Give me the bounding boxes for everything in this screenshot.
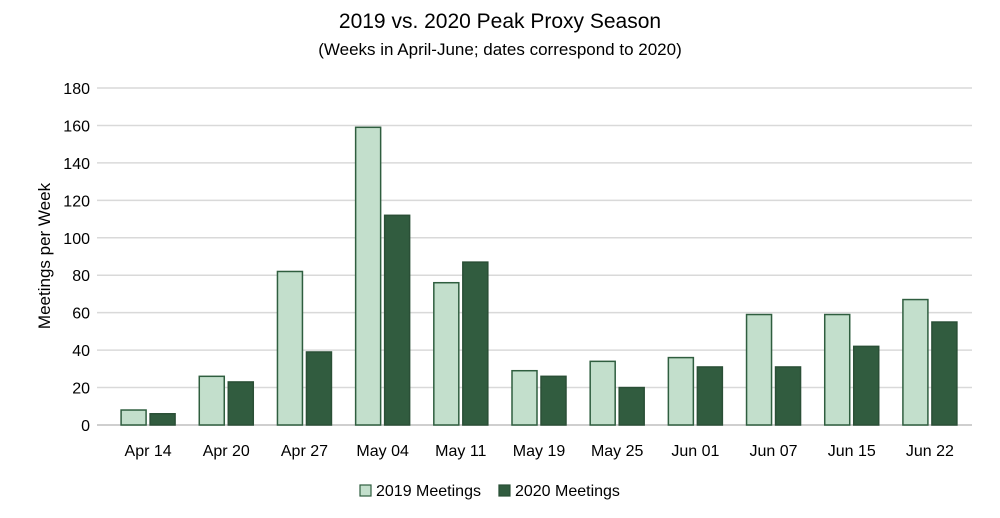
bar-2020-meetings — [540, 375, 567, 426]
y-tick-label: 180 — [63, 81, 90, 98]
y-tick-label: 120 — [63, 193, 90, 210]
x-tick-label: May 11 — [435, 443, 486, 460]
bar-2020-meetings — [931, 321, 958, 426]
bar-2020-meetings — [227, 381, 255, 426]
x-tick-label: May 04 — [356, 443, 409, 460]
bar-2020-meetings — [852, 345, 880, 426]
y-tick-label: 140 — [63, 156, 90, 173]
y-tick-label: 160 — [63, 118, 90, 135]
bar-2020-meetings — [618, 386, 645, 426]
bar-2020-meetings — [305, 351, 333, 426]
bar-2019-meetings — [745, 313, 773, 426]
legend-swatch — [359, 484, 372, 497]
x-tick-label: Jun 01 — [671, 443, 719, 460]
x-tick-label: Apr 20 — [203, 443, 250, 460]
bar-2019-meetings — [276, 270, 304, 426]
y-tick-label: 100 — [63, 231, 90, 248]
bar-2020-meetings — [149, 413, 176, 426]
bar-2019-meetings — [589, 360, 616, 426]
bar-2019-meetings — [354, 126, 382, 426]
y-axis-label: Meetings per Week — [35, 182, 54, 329]
x-tick-label: Apr 27 — [281, 443, 328, 460]
bar-2019-meetings — [120, 409, 147, 426]
bar-2019-meetings — [667, 356, 695, 426]
bar-2019-meetings — [823, 313, 851, 426]
x-tick-label: Jun 22 — [906, 443, 954, 460]
y-tick-label: 80 — [72, 268, 90, 285]
chart-title: 2019 vs. 2020 Peak Proxy Season — [339, 10, 661, 33]
x-tick-label: May 19 — [513, 443, 566, 460]
bar-2019-meetings — [433, 281, 460, 426]
y-tick-label: 0 — [81, 418, 90, 435]
bar-2020-meetings — [774, 366, 802, 426]
legend-swatch — [498, 484, 511, 497]
x-tick-label: Apr 14 — [125, 443, 172, 460]
bar-2020-meetings — [383, 214, 411, 426]
bar-2020-meetings — [462, 261, 489, 426]
bar-2019-meetings — [902, 298, 929, 426]
x-tick-label: May 25 — [591, 443, 644, 460]
y-tick-label: 60 — [72, 306, 90, 323]
legend-label: 2020 Meetings — [515, 483, 620, 500]
y-tick-label: 20 — [72, 381, 90, 398]
bar-2019-meetings — [511, 369, 538, 426]
legend-label: 2019 Meetings — [376, 483, 481, 500]
bar-2020-meetings — [696, 366, 724, 426]
y-tick-label: 40 — [72, 343, 90, 360]
x-tick-label: Jun 15 — [828, 443, 876, 460]
x-tick-label: Jun 07 — [750, 443, 798, 460]
bar-2019-meetings — [198, 375, 226, 426]
chart-subtitle: (Weeks in April-June; dates correspond t… — [318, 40, 682, 59]
